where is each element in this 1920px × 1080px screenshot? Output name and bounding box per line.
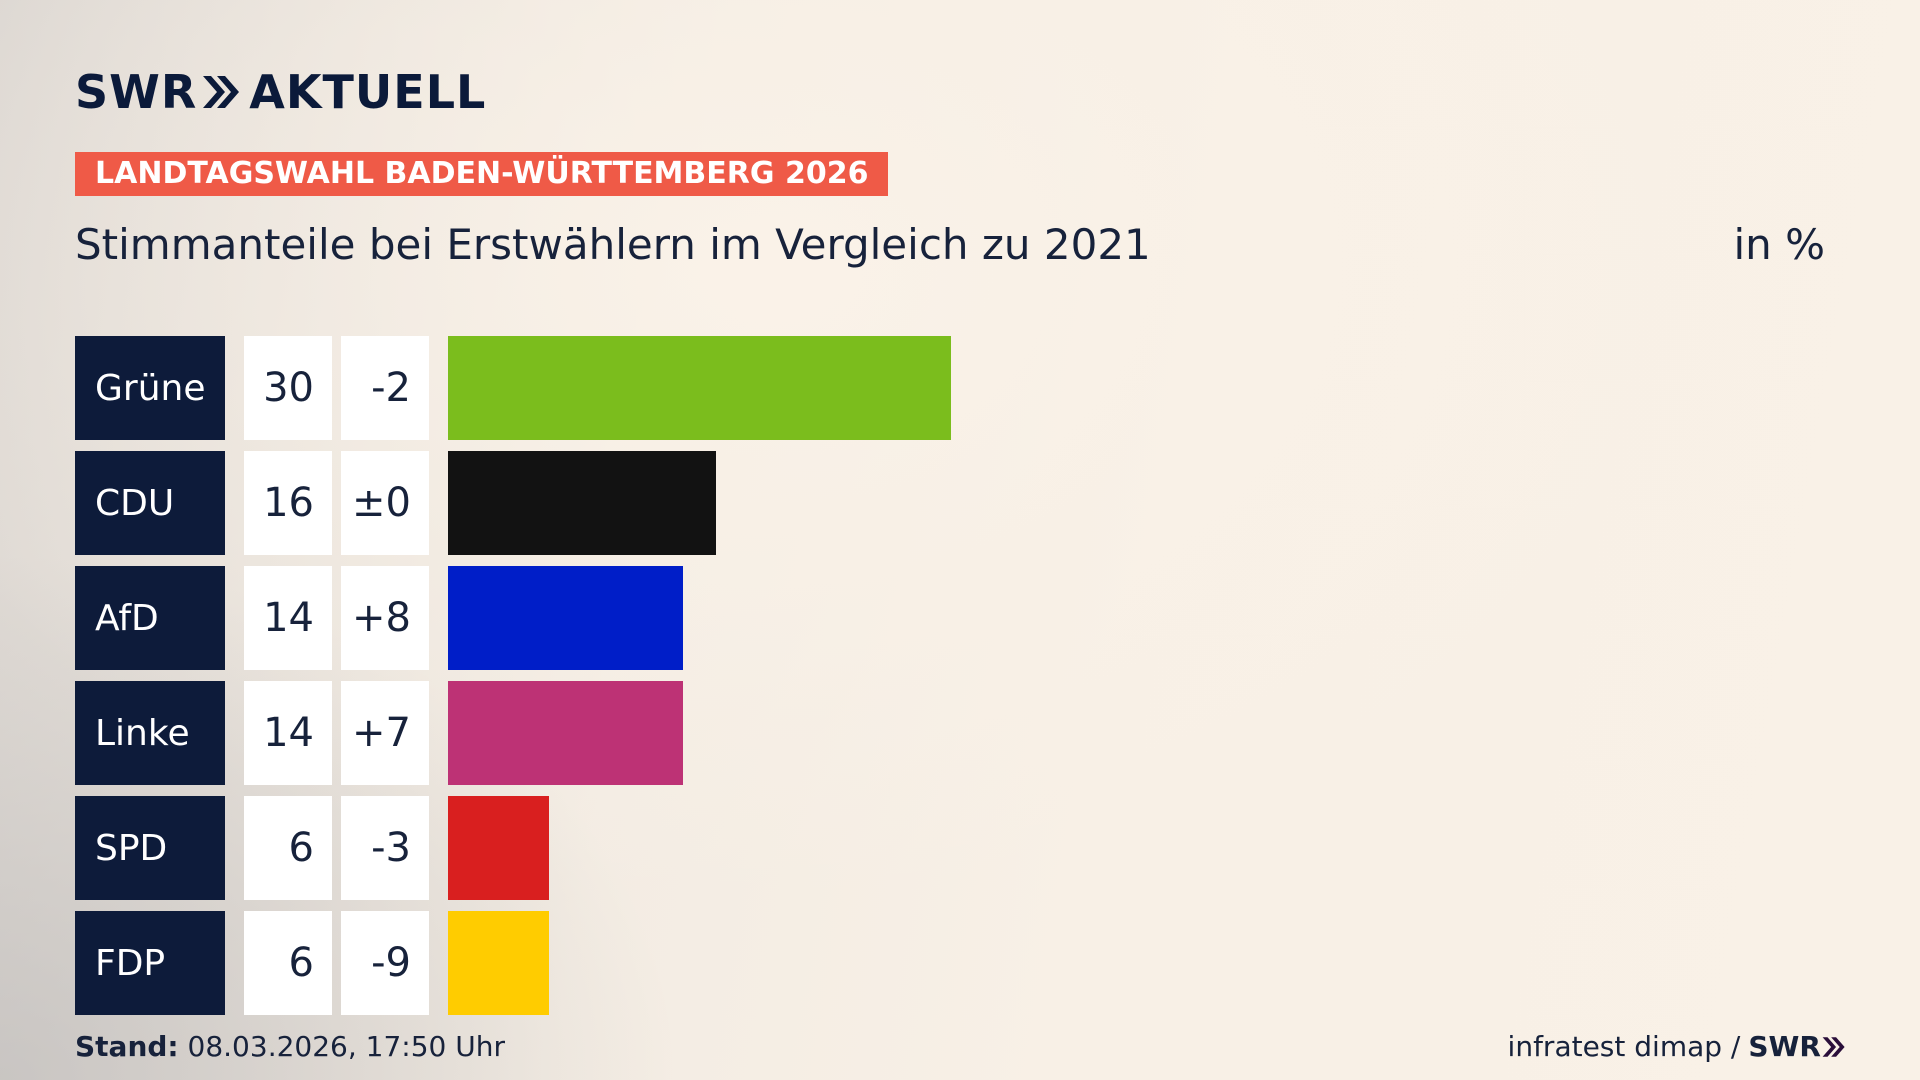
double-chevron-icon [201,74,240,110]
change-label: -9 [341,911,429,1015]
bar-fdp [448,911,549,1015]
chart-subtitle: Stimmanteile bei Erstwählern im Vergleic… [75,220,1151,269]
value-label: 30 [244,336,332,440]
value-label: 14 [244,566,332,670]
logo-swr-text: SWR [75,65,198,119]
footer-timestamp: Stand: 08.03.2026, 17:50 Uhr [75,1030,505,1063]
change-label: +8 [341,566,429,670]
bar-grüne [448,336,951,440]
party-label: Linke [75,681,225,785]
bar-spd [448,796,549,900]
logo-aktuell-text: AKTUELL [249,65,487,119]
footer-source: infratest dimap / SWR [1508,1030,1845,1063]
source-brand-text: SWR [1748,1030,1821,1063]
stand-value: 08.03.2026, 17:50 Uhr [187,1030,505,1063]
bar-cdu [448,451,716,555]
source-text: infratest dimap / [1507,1030,1741,1063]
change-label: -3 [341,796,429,900]
change-label: +7 [341,681,429,785]
swr-aktuell-logo: SWR AKTUELL [75,64,486,120]
bar-afd [448,566,683,670]
bar-linke [448,681,683,785]
source-brand: SWR [1748,1030,1845,1063]
change-label: ±0 [341,451,429,555]
small-double-chevron-icon [1822,1036,1845,1057]
party-label: AfD [75,566,225,670]
value-label: 6 [244,911,332,1015]
party-label: FDP [75,911,225,1015]
party-label: Grüne [75,336,225,440]
stand-label: Stand: [75,1030,179,1063]
party-label: CDU [75,451,225,555]
value-label: 16 [244,451,332,555]
unit-label: in % [1733,220,1825,269]
change-label: -2 [341,336,429,440]
election-banner: LANDTAGSWAHL BADEN-WÜRTTEMBERG 2026 [75,152,889,196]
value-label: 14 [244,681,332,785]
value-label: 6 [244,796,332,900]
party-label: SPD [75,796,225,900]
